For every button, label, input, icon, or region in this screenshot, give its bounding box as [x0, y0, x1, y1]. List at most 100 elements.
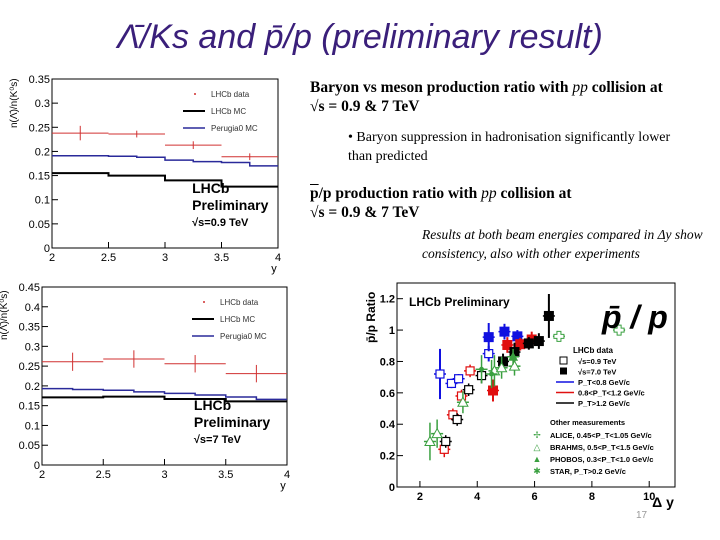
y-tick-label: 0.1: [25, 420, 40, 432]
x-tick-label: 4: [284, 469, 290, 481]
data-point: [424, 435, 436, 446]
data-point: [508, 360, 521, 371]
y-tick-label: 0.15: [19, 401, 40, 413]
legend-marker: [203, 301, 205, 303]
page-number: 17: [636, 510, 648, 521]
data-point: [452, 414, 462, 425]
y-tick-label: 0: [44, 243, 50, 255]
x-axis-label: y: [271, 263, 277, 275]
data-point: [613, 324, 625, 336]
y-tick-label: 0.4: [380, 419, 396, 431]
data-point: [464, 385, 474, 395]
data-point: [465, 366, 475, 376]
note-text: Results at both beam energies compared i…: [422, 227, 703, 261]
heading-text: Baryon vs meson production ratio with: [310, 79, 573, 96]
pp-label: pp: [481, 185, 497, 202]
data-point: [502, 339, 513, 350]
y-axis-label: n(Λ̄)/n(K⁰s): [9, 78, 20, 128]
y-tick-label: 1: [389, 325, 395, 337]
x-tick-label: 4: [474, 491, 481, 503]
pp-label: pp: [572, 79, 588, 96]
histogram-line: [52, 155, 278, 167]
annotation-lhcb-preliminary: LHCb Preliminary: [409, 295, 510, 309]
x-tick-label: 4: [275, 252, 281, 264]
data-point: [543, 310, 554, 321]
y-tick-label: 0.45: [19, 282, 40, 294]
y-tick-label: 0.4: [25, 302, 40, 314]
y-tick-label: 0.2: [35, 146, 50, 158]
legend-label: LHCb MC: [211, 107, 246, 116]
y-tick-label: 0.2: [380, 451, 395, 463]
data-point: [512, 331, 523, 342]
data-point: [553, 330, 565, 342]
data-point: [499, 326, 510, 337]
annotation-preliminary: Preliminary: [192, 197, 268, 213]
x-tick-label: 2: [39, 469, 45, 481]
y-tick-label: 0.3: [25, 341, 40, 353]
heading-energy: √s = 0.9 & 7 TeV: [310, 98, 420, 115]
plot-frame: [41, 286, 288, 466]
legend-label: √s=0.9 TeV: [578, 357, 616, 366]
plot-frame: [396, 282, 676, 488]
annotation-lhcb: LHCb: [192, 180, 229, 196]
y-tick-label: 0.2: [25, 381, 40, 393]
y-tick-label: 0.8: [380, 356, 395, 368]
y-tick-label: 0.35: [19, 322, 40, 334]
legend-label: √s=7.0 TeV: [578, 368, 616, 377]
heading-energy: √s = 0.9 & 7 TeV: [310, 204, 420, 221]
x-tick-label: 2.5: [96, 469, 111, 481]
data-point: [498, 356, 509, 367]
data-point: [533, 336, 544, 347]
x-tick-label: 3.5: [214, 252, 229, 264]
data-point: [457, 396, 469, 407]
y-tick-label: 0.25: [29, 122, 50, 134]
legend-label: P_T>1.2 GeV/c: [578, 399, 630, 408]
data-point: [523, 338, 534, 349]
data-point: [488, 385, 499, 396]
annotation-energy: √s=7 TeV: [194, 434, 242, 446]
y-tick-label: 0.05: [29, 219, 50, 231]
data-point: [508, 351, 519, 361]
pbar-label: p: [310, 185, 319, 202]
data-point: [483, 332, 494, 343]
y-tick-label: 0: [34, 460, 40, 472]
bullet-text: • Baryon suppression in hadronisation si…: [348, 130, 671, 164]
x-tick-label: 2: [49, 252, 55, 264]
y-tick-label: 0.1: [35, 195, 50, 207]
data-point: [509, 347, 520, 358]
other-legend-label: STAR, P_T>0.2 GeV/c: [550, 467, 626, 476]
legend-label: LHCb MC: [220, 315, 255, 324]
data-point: [515, 339, 526, 350]
heading-baryon-meson: Baryon vs meson production ratio with pp…: [310, 78, 710, 116]
other-legend-label: BRAHMS, 0.5<P_T<1.5 GeV/c: [550, 443, 654, 452]
legend-label: Perugia0 MC: [211, 124, 258, 133]
x-axis-label: y: [280, 480, 286, 492]
legend-marker: [560, 367, 567, 375]
y-tick-label: 0.3: [35, 98, 50, 110]
data-point: [446, 378, 457, 389]
x-tick-label: 3.5: [218, 469, 233, 481]
pbar-p-logo: p̄ / p: [601, 299, 668, 335]
legend-marker: △: [534, 442, 541, 452]
data-point: [454, 374, 464, 384]
legend-label: LHCb data: [211, 90, 250, 99]
x-tick-label: 8: [589, 491, 595, 503]
legend-marker: [194, 93, 196, 95]
data-point: [439, 444, 449, 454]
legend-marker: [559, 356, 568, 365]
annotation-lhcb: LHCb: [194, 397, 231, 413]
histogram-line: [52, 172, 278, 188]
y-axis-label: p̄/p Ratio: [364, 292, 378, 343]
x-tick-label: 2.5: [101, 252, 116, 264]
data-point: [441, 436, 451, 447]
heading-text: collision at: [496, 185, 572, 202]
y-tick-label: 0.15: [29, 171, 50, 183]
y-tick-label: 0.6: [380, 388, 395, 400]
legend-label: 0.8<P_T<1.2 GeV/c: [578, 389, 645, 398]
legend-marker: ✢: [533, 430, 541, 440]
other-legend-label: PHOBOS, 0.3<P_T<1.0 GeV/c: [550, 455, 653, 464]
y-tick-label: 1.2: [380, 294, 395, 306]
data-point: [479, 366, 485, 372]
legend-label: P_T<0.8 GeV/c: [578, 378, 630, 387]
